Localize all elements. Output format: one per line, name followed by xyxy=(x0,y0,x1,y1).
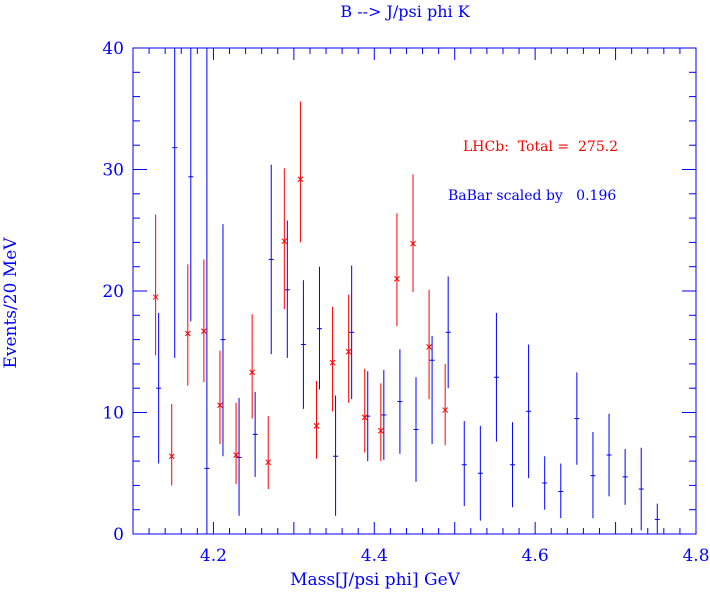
x-tick-label: 4.6 xyxy=(522,546,549,566)
data-point-x-marker xyxy=(394,275,400,282)
axis-ticks xyxy=(132,47,697,535)
data-point-x-marker xyxy=(297,176,304,183)
data-point-x-marker xyxy=(168,453,175,460)
data-point-x-marker xyxy=(377,427,384,434)
data-point-x-marker xyxy=(410,240,416,247)
data-point-x-marker xyxy=(184,330,191,337)
y-tick-label: 40 xyxy=(102,39,124,59)
y-tick-label: 0 xyxy=(113,525,124,545)
data-point-x-marker xyxy=(442,407,449,413)
y-axis-label: Events/20 MeV xyxy=(1,237,21,369)
data-point-x-marker xyxy=(152,294,159,300)
data-point-x-marker xyxy=(313,423,320,429)
x-tick-label: 4.8 xyxy=(682,546,709,566)
y-tick-label: 30 xyxy=(102,161,124,181)
data-point-x-marker xyxy=(249,369,255,376)
data-point-x-marker xyxy=(281,238,288,245)
plot-frame xyxy=(132,47,697,535)
data-point-x-marker xyxy=(426,344,432,350)
babar-series xyxy=(156,48,660,534)
axis-tick-labels: 4.2 4.4 4.6 4.8 0 10 20 30 40 xyxy=(102,39,709,566)
data-point-x-marker xyxy=(361,414,368,421)
chart-title: B --> J/psi phi K xyxy=(340,2,470,21)
x-axis-label: Mass[J/psi phi] GeV xyxy=(290,570,461,590)
y-tick-label: 10 xyxy=(102,404,124,424)
lhcb-annotation: LHCb: Total = 275.2 xyxy=(463,139,618,155)
babar-annotation: BaBar scaled by 0.196 xyxy=(448,188,616,204)
x-tick-label: 4.4 xyxy=(361,546,388,566)
y-tick-label: 20 xyxy=(102,282,124,302)
data-point-x-marker xyxy=(217,402,223,409)
data-point-x-marker xyxy=(265,459,272,466)
x-tick-label: 4.2 xyxy=(200,546,227,566)
data-point-x-marker xyxy=(201,328,207,334)
data-point-x-marker xyxy=(345,348,352,355)
data-point-x-marker xyxy=(233,452,239,458)
data-point-x-marker xyxy=(329,359,336,366)
lhcb-series xyxy=(152,101,449,490)
